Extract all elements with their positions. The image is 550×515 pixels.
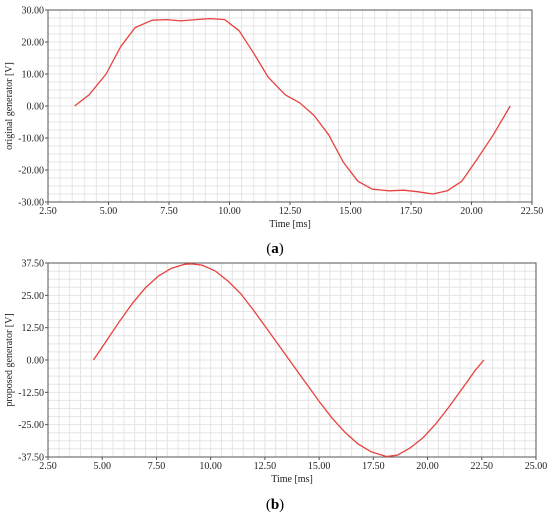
- x-tick-label: 22.50: [521, 206, 544, 217]
- y-tick-label: -20.00: [18, 166, 44, 177]
- x-tick-label: 15.00: [339, 206, 362, 217]
- y-tick-label: 10.00: [22, 70, 45, 81]
- chart-original-generator: 2.50 5.00 7.50 10.00 12.50 15.00 17.50 20.00 22.…: [4, 6, 543, 231]
- x-tick-label: 22.50: [471, 461, 494, 472]
- y-tick-label: 30.00: [22, 6, 45, 17]
- y-tick-label: 37.50: [22, 259, 45, 270]
- caption-a: (a): [266, 241, 284, 257]
- x-tick-label: 5.00: [93, 461, 111, 472]
- x-tick-label: 2.50: [39, 206, 57, 217]
- y-tick-label: 20.00: [22, 38, 45, 49]
- x-tick-label: 25.00: [525, 461, 548, 472]
- x-tick-label: 12.50: [254, 461, 277, 472]
- y-tick-label: -25.00: [18, 420, 44, 431]
- y-tick-label: -12.50: [18, 388, 44, 399]
- y-axis-label: original generator [V]: [4, 62, 15, 150]
- grid: [47, 262, 537, 458]
- x-tick-label: 20.00: [416, 461, 439, 472]
- series-line: [92, 263, 485, 458]
- caption-a-letter: a: [271, 241, 279, 257]
- grid: [47, 9, 533, 203]
- x-tick-label: 15.00: [308, 461, 331, 472]
- y-tick-label: -37.50: [18, 453, 44, 464]
- caption-b-letter: b: [271, 497, 279, 513]
- x-tick-label: 7.50: [148, 461, 166, 472]
- y-tick-label: -10.00: [18, 134, 44, 145]
- x-tick-label: 10.00: [199, 461, 222, 472]
- y-tick-label: 0.00: [27, 356, 45, 367]
- series-line: [74, 17, 511, 195]
- x-tick-label: 10.00: [218, 206, 241, 217]
- y-tick-label: 12.50: [22, 323, 45, 334]
- x-tick-label: 12.50: [279, 206, 302, 217]
- x-axis-label: Time [ms]: [271, 474, 313, 485]
- x-tick-label: 5.00: [100, 206, 118, 217]
- x-tick-label: 20.00: [460, 206, 483, 217]
- y-axis-label: proposed generator [V]: [4, 313, 15, 406]
- caption-b: (b): [266, 497, 284, 513]
- x-tick-label: 7.50: [160, 206, 178, 217]
- y-tick-label: -30.00: [18, 198, 44, 209]
- chart-proposed-generator: 2.50 5.00 7.50 10.00 12.50 15.00 17.50 20.00 22.…: [4, 259, 547, 486]
- x-axis-label: Time [ms]: [269, 219, 311, 230]
- x-tick-label: 17.50: [400, 206, 423, 217]
- x-tick-label: 2.50: [39, 461, 57, 472]
- y-tick-label: 25.00: [22, 291, 45, 302]
- x-tick-label: 17.50: [362, 461, 385, 472]
- y-tick-label: 0.00: [27, 102, 45, 113]
